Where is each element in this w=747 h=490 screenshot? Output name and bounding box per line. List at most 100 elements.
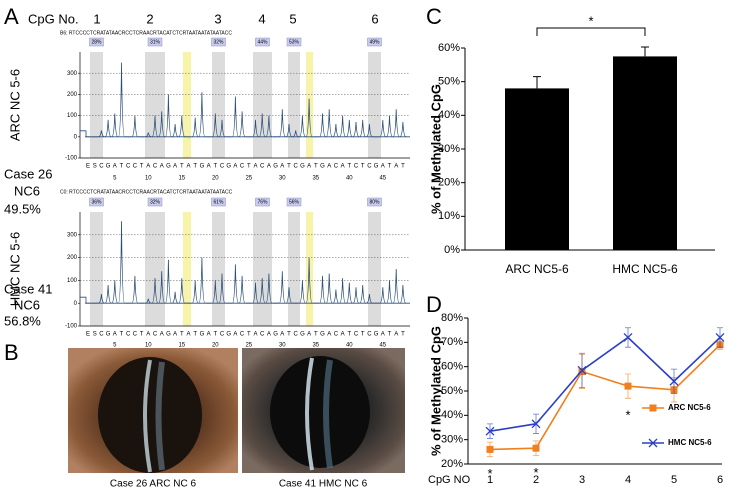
case-label: Case 41: [4, 281, 52, 296]
peak: [98, 130, 105, 138]
dispensation-letter: C: [133, 332, 138, 338]
y-tick-label: 50%: [441, 385, 463, 397]
y-axis-label: % of Methylated CpG: [428, 84, 443, 214]
x-tick-label: 6: [717, 474, 723, 486]
dispensation-letter: C: [153, 332, 158, 338]
position-tick: 35: [312, 343, 319, 349]
peak: [265, 273, 273, 304]
y-tick-label: 30%: [438, 143, 460, 155]
methylation-box: [255, 37, 270, 47]
dispensation-letter: T: [388, 164, 392, 170]
peak: [332, 289, 340, 304]
y-tick-label: 0: [74, 134, 78, 140]
dispensation-letter: A: [186, 164, 190, 170]
cpg-shade: [145, 212, 165, 326]
position-tick: 30: [279, 343, 286, 349]
dispensation-letter: E: [86, 332, 90, 338]
significance-mark: *: [625, 408, 630, 423]
dispensation-letter: T: [180, 332, 184, 338]
dispensation-letter: C: [354, 164, 359, 170]
peak: [111, 113, 119, 138]
slit-beam: [143, 359, 152, 473]
peak: [258, 278, 266, 304]
dispensation-letter: C: [334, 164, 339, 170]
peak: [178, 115, 186, 138]
dispensation-letter: A: [173, 164, 177, 170]
cpg-number: 4: [258, 11, 265, 26]
dispensation-letter: T: [247, 164, 251, 170]
dispensation-letter: T: [287, 164, 291, 170]
dispensation-letter: C: [367, 332, 372, 338]
control-shade: [183, 52, 191, 158]
peak: [238, 111, 246, 138]
y-tick-label: 60%: [438, 42, 460, 54]
peak: [399, 284, 407, 304]
cpg-shade: [368, 52, 381, 158]
dispensation-letter: G: [166, 164, 171, 170]
dispensation-letter: T: [193, 332, 197, 338]
peak: [104, 119, 112, 138]
methylation-label: 53%: [289, 39, 300, 45]
peak: [346, 282, 353, 304]
peak: [238, 275, 246, 304]
dispensation-letter: A: [394, 164, 398, 170]
dispensation-letter: C: [260, 332, 265, 338]
y-tick-label: 80%: [441, 312, 463, 324]
dispensation-letter: C: [126, 332, 131, 338]
position-tick: 10: [145, 343, 152, 349]
methylation-label: 44%: [257, 39, 268, 45]
y-tick-label: 300: [67, 71, 78, 77]
dispensation-letter: C: [260, 164, 265, 170]
dispensation-letter: A: [160, 164, 164, 170]
x-tick-label: 4: [625, 474, 631, 486]
peak: [118, 221, 125, 304]
peak: [352, 287, 360, 304]
methylation-box: [211, 197, 226, 207]
y-tick-label: 10%: [438, 210, 460, 222]
position-tick: 45: [379, 176, 386, 182]
peak: [325, 273, 333, 304]
y-tick-label: 300: [67, 232, 78, 238]
peak: [379, 119, 386, 138]
panel-label: D: [426, 292, 442, 317]
sequence: B6: RTCCCCTCRATATAACRCCTCRAACRTACATCTCRT…: [60, 30, 232, 36]
peak: [178, 278, 186, 304]
cpg-shade: [288, 212, 300, 326]
dispensation-letter: C: [294, 332, 299, 338]
series-line: [489, 344, 721, 451]
marker: [486, 445, 494, 453]
significance-bracket: [536, 27, 646, 36]
case-label: Case 26: [4, 166, 52, 181]
y-tick-label: 0%: [444, 244, 460, 256]
dispensation-letter: A: [233, 164, 237, 170]
methylation-label: 56%: [289, 199, 300, 205]
dispensation-letter: G: [106, 164, 111, 170]
peak: [379, 287, 386, 304]
position-tick: 15: [178, 343, 185, 349]
methylation-box: [286, 37, 302, 47]
position-tick: 35: [312, 176, 319, 182]
peak: [359, 119, 366, 138]
dispensation-letter: E: [86, 164, 90, 170]
dispensation-letter: G: [320, 332, 325, 338]
legend-marker: [649, 404, 657, 412]
methylation-box: [147, 37, 163, 47]
photos: Case 26 ARC NC 6 Case 41 HMC NC 6: [68, 348, 405, 490]
dispensation-letter: T: [180, 164, 184, 170]
peak: [399, 121, 407, 138]
peak: [366, 294, 373, 304]
marker: [577, 365, 587, 375]
position-tick: 20: [212, 343, 219, 349]
dispensation-letter: G: [300, 164, 305, 170]
dispensation-letter: A: [327, 164, 331, 170]
peak: [299, 115, 306, 138]
lens-beam: [155, 361, 165, 471]
methylation-box: [286, 197, 302, 207]
panel-label: A: [4, 4, 19, 29]
peak: [98, 294, 105, 304]
dispensation-letter: C: [133, 164, 138, 170]
peak: [198, 257, 206, 304]
y-axis-label: % of Methylated CpG: [428, 326, 443, 456]
dispensation-letter: C: [240, 332, 245, 338]
y-tick-label: 30%: [441, 434, 463, 446]
